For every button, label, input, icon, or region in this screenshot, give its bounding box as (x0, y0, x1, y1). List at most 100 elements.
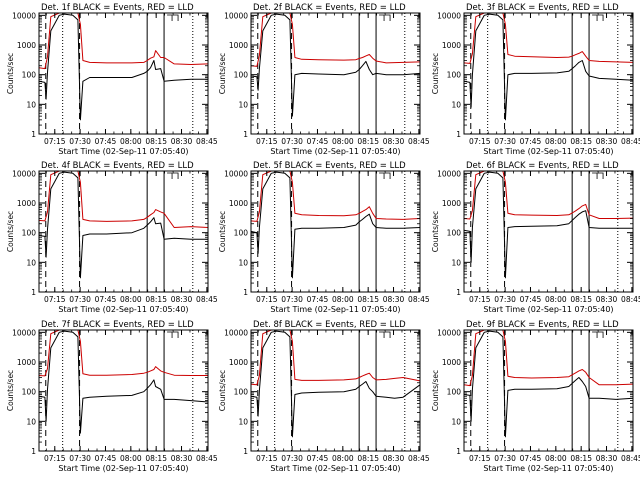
y-tick-label: 10 (26, 100, 36, 109)
x-axis-label: Start Time (02-Sep-11 07:05:40) (58, 464, 188, 473)
plot-frame (250, 170, 421, 293)
x-tick-label: 08:15 (357, 295, 379, 304)
y-tick-label: 10000 (437, 169, 461, 178)
x-tick-label: 08:15 (357, 137, 379, 146)
y-tick-label: 10 (26, 417, 36, 426)
x-tick-label: 08:45 (408, 137, 430, 146)
y-tick-label: 10 (451, 100, 461, 109)
x-tick-label: 08:15 (145, 454, 167, 463)
x-tick-label: 07:15 (44, 454, 66, 463)
y-tick-label: 1000 (17, 358, 36, 367)
x-tick-label: 07:45 (520, 295, 542, 304)
series-line-events (250, 171, 421, 279)
x-tick-label: 08:00 (332, 137, 354, 146)
plot-frame (38, 170, 209, 293)
y-axis-label: Counts/sec (6, 53, 15, 94)
series-line-events (463, 13, 634, 121)
top-flag-mark-2 (598, 172, 604, 179)
y-tick-label: 1000 (442, 199, 461, 208)
x-tick-label: 08:45 (408, 454, 430, 463)
plot-frame (463, 329, 634, 452)
y-tick-label: 1 (31, 447, 36, 456)
x-tick-label: 07:15 (44, 295, 66, 304)
x-tick-label: 08:30 (596, 454, 618, 463)
y-tick-label: 100 (234, 229, 249, 238)
chart-panel-6: Det. 6f BLACK = Events, RED = LLD 1 10 100 1… (431, 161, 640, 314)
chart-panel-2: Det. 2f BLACK = Events, RED = LLD 1 10 100 1… (218, 3, 430, 156)
top-flag-mark-1 (379, 172, 385, 179)
y-tick-label: 1 (243, 130, 248, 139)
x-tick-label: 07:45 (520, 454, 542, 463)
top-flag-mark-1 (167, 172, 173, 179)
series-line-lld (38, 12, 209, 70)
y-tick-label: 10000 (12, 11, 36, 20)
series-line-lld (38, 170, 209, 228)
y-axis-label: Counts/sec (218, 211, 227, 252)
x-tick-label: 07:45 (307, 295, 329, 304)
chart-title: Det. 4f BLACK = Events, RED = LLD (41, 161, 194, 171)
x-tick-label: 08:30 (383, 454, 405, 463)
y-tick-label: 10000 (224, 169, 248, 178)
plot-frame (250, 329, 421, 452)
y-tick-label: 10000 (12, 328, 36, 337)
x-tick-label: 08:15 (570, 137, 592, 146)
x-tick-label: 08:45 (196, 454, 218, 463)
x-tick-label: 07:30 (281, 295, 303, 304)
x-axis-label: Start Time (02-Sep-11 07:05:40) (483, 464, 613, 473)
series-line-lld (250, 329, 421, 386)
y-tick-label: 1 (243, 288, 248, 297)
top-flag-mark-1 (592, 14, 598, 21)
plot-frame (38, 329, 209, 452)
top-flag-mark-2 (385, 172, 391, 179)
y-tick-label: 1 (31, 130, 36, 139)
x-axis-label: Start Time (02-Sep-11 07:05:40) (270, 147, 400, 156)
y-axis-label: Counts/sec (6, 370, 15, 411)
plot-frame (463, 170, 634, 293)
x-tick-label: 07:30 (69, 454, 91, 463)
y-tick-label: 100 (234, 388, 249, 397)
y-tick-label: 1 (456, 288, 461, 297)
x-tick-label: 08:30 (383, 295, 405, 304)
y-tick-label: 1 (243, 447, 248, 456)
y-tick-label: 10000 (224, 11, 248, 20)
x-tick-label: 07:15 (469, 454, 491, 463)
x-axis-label: Start Time (02-Sep-11 07:05:40) (483, 147, 613, 156)
x-tick-label: 08:30 (171, 295, 193, 304)
x-tick-label: 07:45 (307, 454, 329, 463)
chart-panel-8: Det. 8f BLACK = Events, RED = LLD 1 10 100 1… (218, 320, 430, 473)
y-axis-label: Counts/sec (218, 370, 227, 411)
x-tick-label: 07:30 (281, 137, 303, 146)
y-axis-label: Counts/sec (218, 53, 227, 94)
series-line-lld (463, 170, 634, 220)
chart-title: Det. 2f BLACK = Events, RED = LLD (253, 3, 406, 13)
series-line-events (463, 330, 634, 438)
chart-panel-7: Det. 7f BLACK = Events, RED = LLD 1 10 100 1… (6, 320, 218, 473)
series-line-lld (250, 12, 421, 67)
series-line-lld (463, 12, 634, 64)
y-tick-label: 1000 (442, 41, 461, 50)
x-tick-label: 08:00 (120, 295, 142, 304)
x-tick-label: 07:45 (520, 137, 542, 146)
y-tick-label: 100 (22, 71, 37, 80)
plot-frame (38, 12, 209, 135)
y-tick-label: 100 (234, 71, 249, 80)
y-tick-label: 1000 (17, 199, 36, 208)
top-flag-mark-2 (598, 331, 604, 338)
top-flag-mark-1 (592, 172, 598, 179)
x-axis-label: Start Time (02-Sep-11 07:05:40) (483, 305, 613, 314)
top-flag-mark-2 (173, 331, 179, 338)
x-tick-label: 08:30 (596, 295, 618, 304)
y-tick-label: 10 (238, 417, 248, 426)
y-tick-label: 10 (451, 258, 461, 267)
y-tick-label: 1000 (229, 41, 248, 50)
x-tick-label: 07:15 (256, 137, 278, 146)
x-tick-label: 08:15 (570, 295, 592, 304)
chart-panel-5: Det. 5f BLACK = Events, RED = LLD 1 10 100 1… (218, 161, 430, 314)
top-flag-mark-2 (173, 172, 179, 179)
y-axis-label: Counts/sec (6, 211, 15, 252)
y-tick-label: 100 (22, 229, 37, 238)
x-tick-label: 08:00 (120, 137, 142, 146)
series-line-events (38, 330, 209, 434)
x-tick-label: 07:30 (69, 295, 91, 304)
